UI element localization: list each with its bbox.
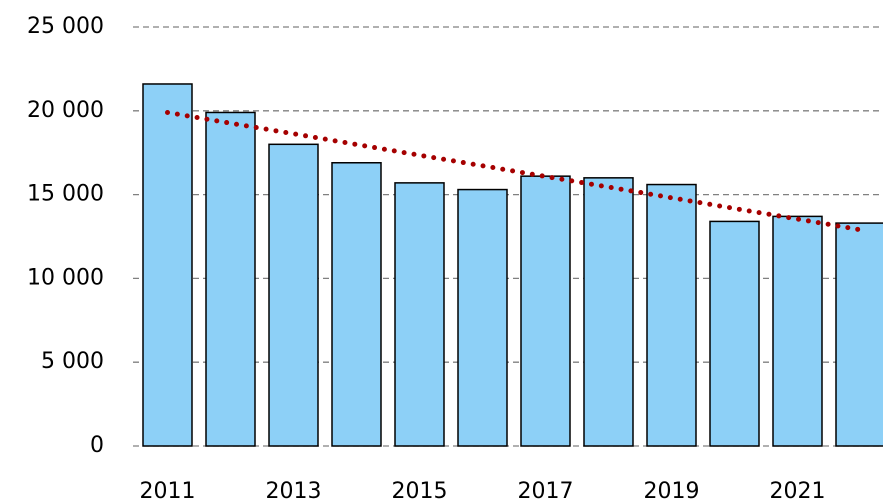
y-tick-label: 15 000 <box>27 182 104 207</box>
x-tick-label: 2017 <box>518 479 574 501</box>
x-tick-label: 2015 <box>392 479 448 501</box>
y-tick-label: 0 <box>90 433 104 458</box>
bar <box>331 162 382 447</box>
bar <box>772 215 823 447</box>
bar <box>457 188 508 447</box>
bar <box>583 177 634 447</box>
bar <box>394 182 445 447</box>
bar <box>268 143 319 447</box>
bar <box>142 83 193 447</box>
bar <box>835 222 883 447</box>
y-tick-label: 5 000 <box>41 349 104 374</box>
trend-line <box>165 109 863 233</box>
bar <box>709 220 760 447</box>
y-tick-label: 25 000 <box>27 14 104 39</box>
x-tick-label: 2019 <box>644 479 700 501</box>
x-tick-label: 2021 <box>770 479 826 501</box>
y-tick-label: 20 000 <box>27 98 104 123</box>
bar <box>646 183 697 447</box>
x-tick-label: 2011 <box>140 479 196 501</box>
bar <box>520 175 571 447</box>
bar <box>205 111 256 447</box>
x-tick-label: 2013 <box>266 479 322 501</box>
y-tick-label: 10 000 <box>27 265 104 290</box>
